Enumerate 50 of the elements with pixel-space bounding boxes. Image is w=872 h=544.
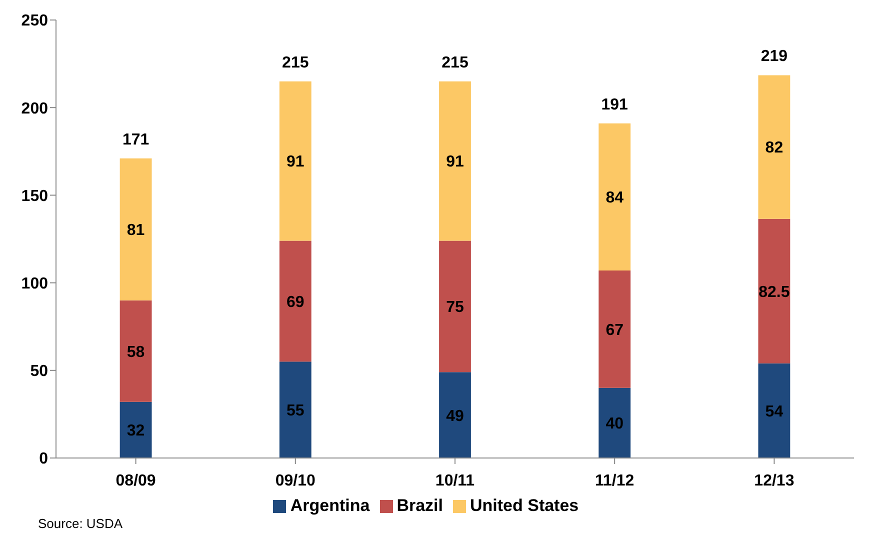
data-label: 81 (126, 222, 145, 240)
bar (120, 402, 152, 458)
y-tick-label: 250 (21, 12, 48, 30)
data-label: 69 (286, 294, 304, 311)
bar (279, 81, 312, 241)
x-tick-label: 12/13 (754, 472, 794, 490)
bar (279, 240, 312, 362)
data-label: 49 (446, 408, 464, 425)
legend-label: Argentina (290, 496, 370, 515)
bar (758, 363, 790, 458)
bar (279, 362, 312, 458)
data-label: 54 (765, 403, 784, 420)
total-label: 171 (122, 131, 150, 148)
bar (598, 123, 631, 271)
total-label: 219 (760, 48, 788, 66)
bar (439, 372, 471, 458)
bar (120, 300, 152, 402)
bar (120, 158, 152, 300)
bar (439, 81, 471, 241)
x-tick-label: 09/10 (275, 472, 316, 490)
data-label: 32 (126, 422, 145, 440)
data-label: 58 (126, 344, 145, 361)
total-label: 191 (601, 96, 628, 114)
bar (758, 218, 790, 364)
y-tick-label: 100 (21, 275, 48, 292)
x-tick-label: 11/12 (595, 472, 634, 490)
data-label: 40 (606, 416, 624, 433)
data-label: 91 (286, 154, 304, 171)
bar (598, 388, 631, 458)
data-label: 82.5 (758, 284, 790, 301)
total-label: 215 (442, 54, 468, 72)
legend-label: Brazil (396, 496, 443, 515)
data-label: 82 (765, 140, 784, 157)
y-tick-label: 150 (21, 188, 48, 205)
x-tick-label: 08/09 (116, 472, 156, 490)
data-label: 75 (446, 299, 464, 316)
data-label: 67 (606, 322, 624, 339)
legend-label: United States (470, 496, 579, 515)
y-tick-label: 50 (30, 363, 48, 380)
source-note: Source: USDA (37, 516, 124, 531)
data-label: 91 (446, 154, 464, 171)
total-label: 215 (282, 54, 309, 72)
bar (439, 240, 471, 372)
bar (598, 270, 631, 388)
data-label: 55 (286, 402, 304, 420)
bar (758, 75, 790, 219)
x-tick-label: 10/11 (435, 472, 475, 490)
y-tick-label: 200 (21, 100, 48, 118)
y-tick-label: 0 (39, 450, 48, 468)
data-label: 84 (606, 190, 624, 207)
